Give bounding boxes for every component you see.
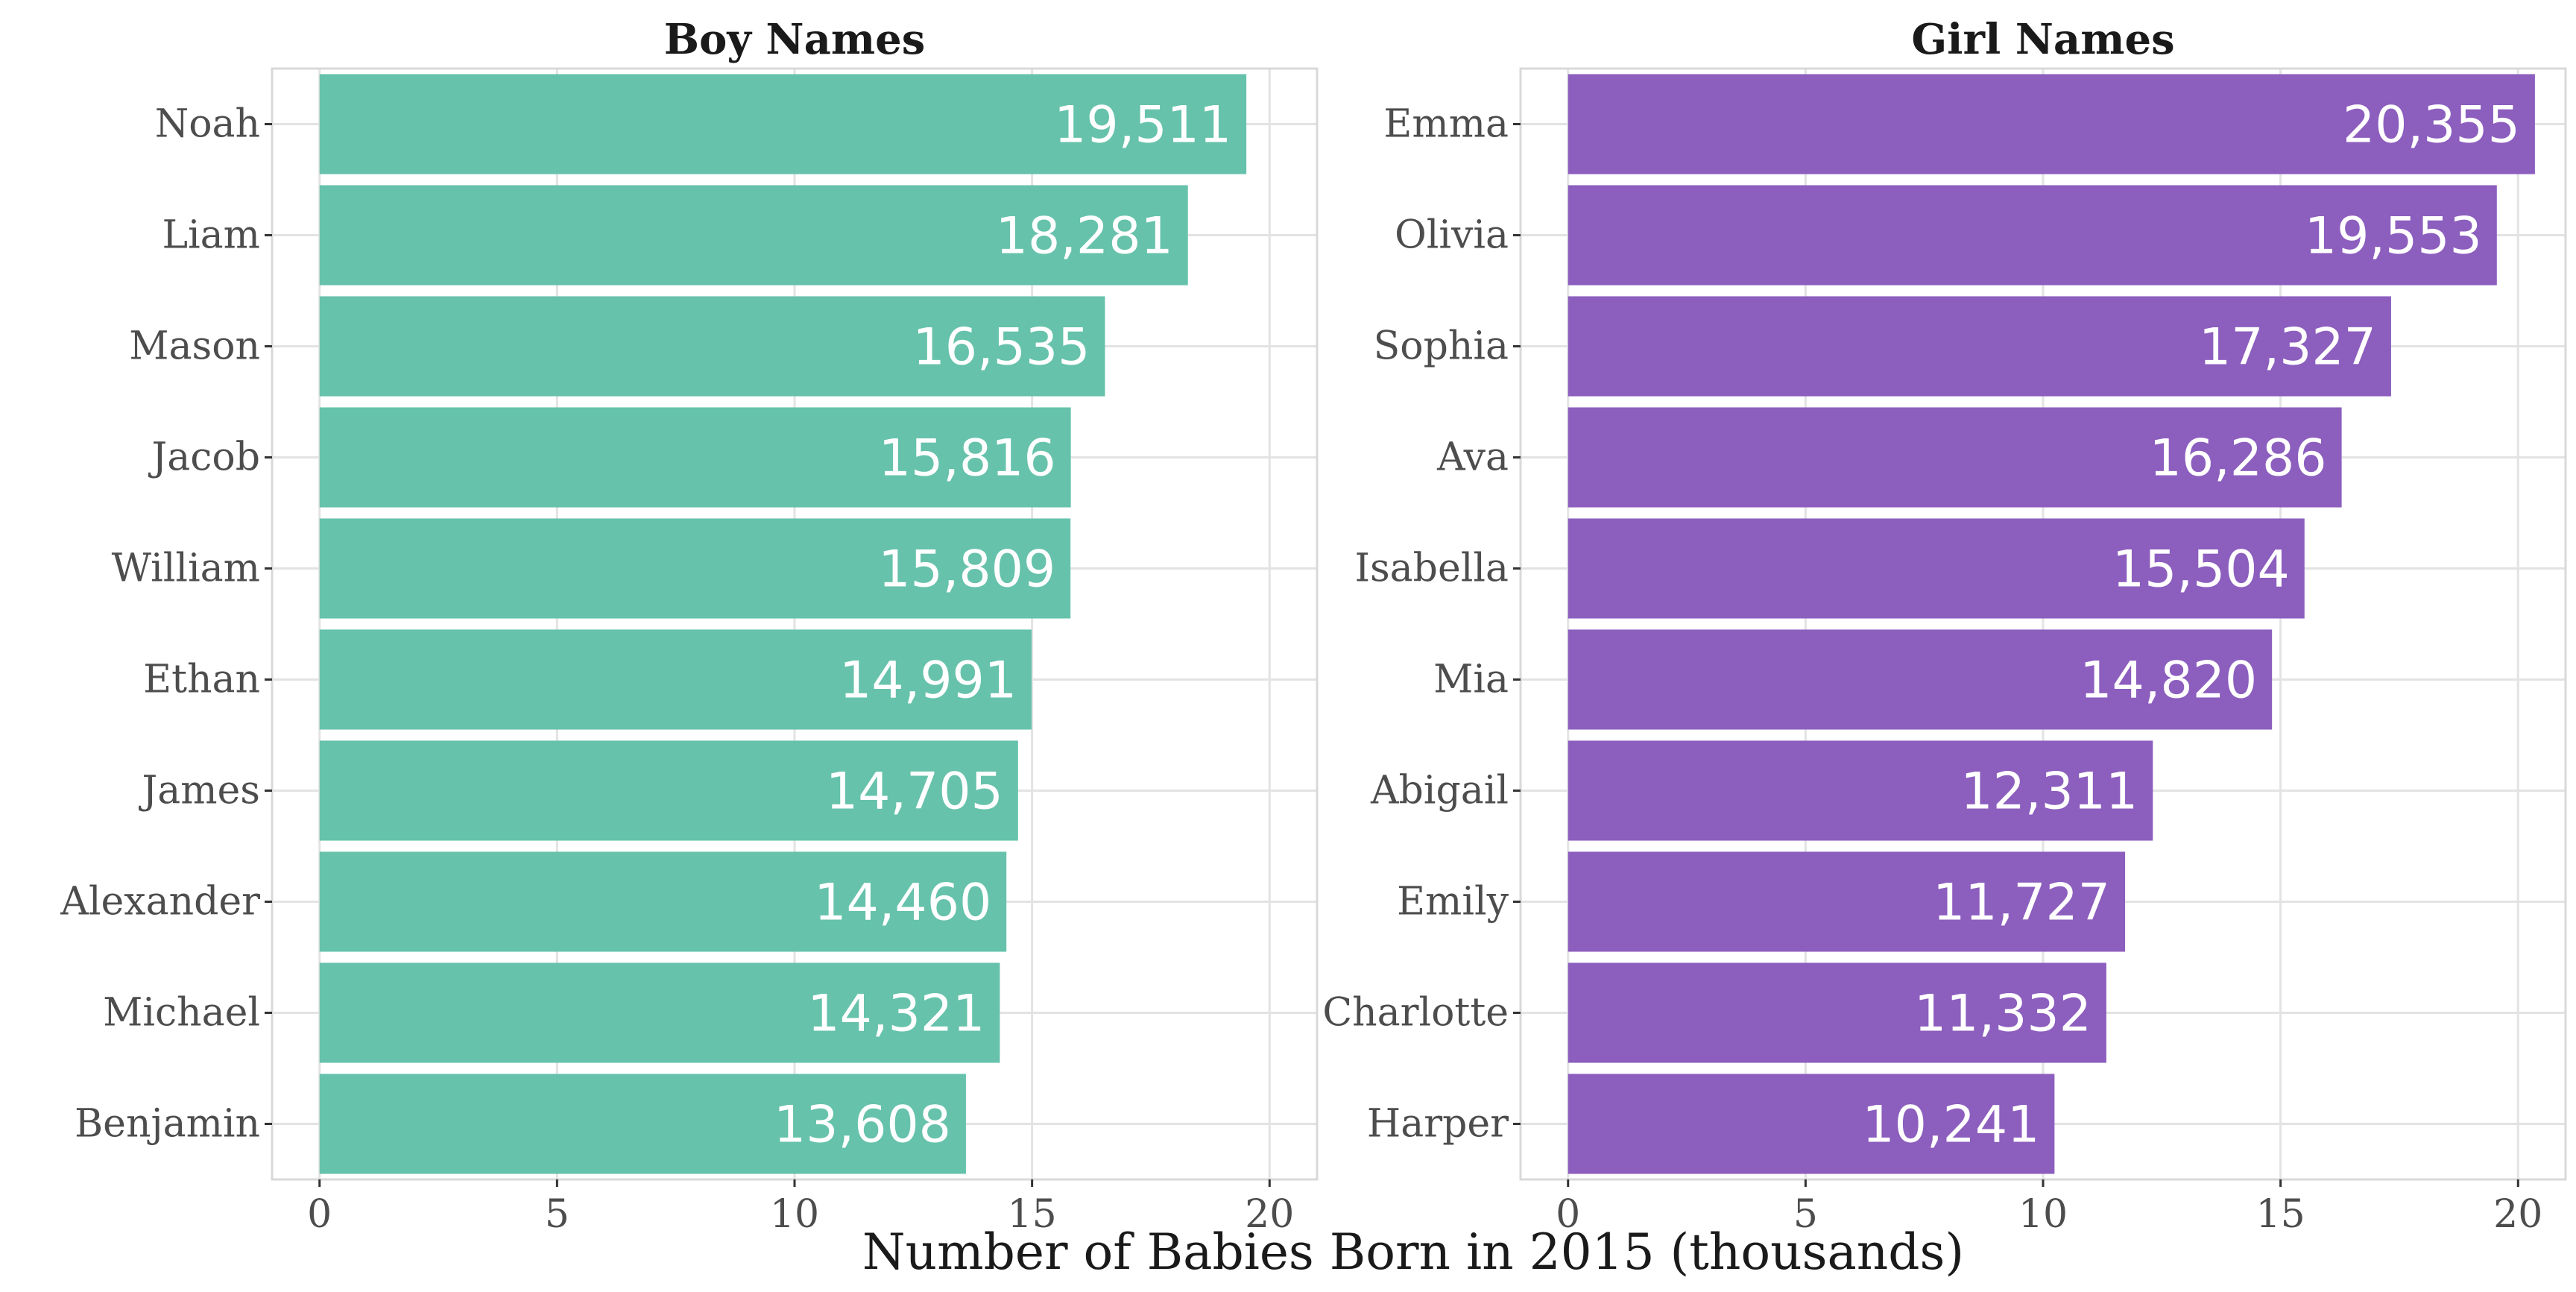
panel-title: Boy Names bbox=[664, 15, 926, 64]
bar-olivia bbox=[1568, 185, 2497, 286]
data-label: 11,727 bbox=[1933, 874, 2110, 933]
data-label: 15,504 bbox=[2112, 541, 2290, 599]
x-tick-label: 10 bbox=[770, 1192, 819, 1237]
x-tick-label: 20 bbox=[1245, 1192, 1294, 1237]
bar-james bbox=[319, 740, 1018, 841]
category-label: Michael bbox=[103, 991, 260, 1036]
category-label: Alexander bbox=[60, 880, 260, 924]
category-label: Benjamin bbox=[75, 1102, 260, 1147]
category-label: William bbox=[112, 546, 260, 591]
bar-abigail bbox=[1568, 740, 2153, 841]
category-label: Sophia bbox=[1374, 324, 1509, 369]
data-label: 14,321 bbox=[807, 985, 985, 1044]
data-label: 14,820 bbox=[2080, 652, 2257, 710]
bar-benjamin bbox=[319, 1074, 966, 1174]
category-label: Ava bbox=[1436, 435, 1509, 480]
data-label: 19,511 bbox=[1054, 96, 1231, 155]
x-tick-label: 5 bbox=[545, 1192, 569, 1237]
bar-alexander bbox=[319, 851, 1007, 952]
x-tick-label: 0 bbox=[1556, 1192, 1580, 1237]
data-label: 16,286 bbox=[2150, 429, 2327, 488]
data-label: 15,809 bbox=[878, 541, 1055, 599]
category-label: Noah bbox=[155, 102, 260, 147]
data-label: 13,608 bbox=[774, 1096, 951, 1155]
category-label: Emily bbox=[1397, 880, 1509, 924]
panel-1: 20,355 19,553 17,327 16,286 15,504 14,820 12,3… bbox=[1322, 15, 2567, 1237]
data-label: 19,553 bbox=[2305, 207, 2482, 266]
category-label: James bbox=[138, 769, 260, 813]
x-tick-label: 10 bbox=[2018, 1192, 2068, 1237]
category-label: Olivia bbox=[1395, 213, 1509, 258]
data-label: 14,991 bbox=[839, 652, 1017, 710]
category-label: Isabella bbox=[1354, 546, 1509, 591]
bar-jacob bbox=[319, 407, 1071, 508]
x-tick-label: 15 bbox=[1008, 1192, 1057, 1237]
data-label: 15,816 bbox=[879, 429, 1056, 488]
bar-charlotte bbox=[1568, 962, 2106, 1063]
category-label: Liam bbox=[162, 213, 260, 258]
panels-layer: 19,511 18,281 16,535 15,816 15,809 14,991 14,7… bbox=[60, 15, 2567, 1237]
bar-ethan bbox=[319, 629, 1032, 730]
bar-emma bbox=[1568, 74, 2535, 174]
category-label: Ethan bbox=[143, 658, 260, 702]
x-tick-label: 20 bbox=[2493, 1192, 2542, 1237]
x-tick-label: 0 bbox=[307, 1192, 332, 1237]
bar-sophia bbox=[1568, 296, 2391, 397]
category-label: Mason bbox=[129, 324, 260, 369]
bar-harper bbox=[1568, 1074, 2055, 1174]
bar-mason bbox=[319, 296, 1105, 397]
bar-michael bbox=[319, 962, 1000, 1063]
x-tick-label: 5 bbox=[1793, 1192, 1818, 1237]
category-label: Charlotte bbox=[1322, 991, 1509, 1036]
category-label: Jacob bbox=[148, 435, 260, 480]
bar-liam bbox=[319, 185, 1188, 286]
data-label: 18,281 bbox=[996, 207, 1173, 266]
data-label: 17,327 bbox=[2199, 318, 2376, 377]
category-label: Emma bbox=[1383, 102, 1509, 147]
bar-noah bbox=[319, 74, 1247, 174]
data-label: 10,241 bbox=[1862, 1096, 2039, 1155]
category-label: Mia bbox=[1433, 658, 1509, 702]
data-label: 20,355 bbox=[2343, 96, 2520, 155]
category-label: Abigail bbox=[1370, 769, 1509, 813]
data-label: 16,535 bbox=[913, 318, 1090, 377]
panel-title: Girl Names bbox=[1911, 15, 2174, 64]
bar-mia bbox=[1568, 629, 2273, 730]
x-tick-label: 15 bbox=[2256, 1192, 2305, 1237]
bar-isabella bbox=[1568, 518, 2305, 619]
data-label: 14,705 bbox=[826, 763, 1003, 822]
data-label: 14,460 bbox=[814, 874, 991, 933]
bar-ava bbox=[1568, 407, 2342, 508]
data-label: 11,332 bbox=[1914, 985, 2092, 1044]
bar-emily bbox=[1568, 851, 2126, 952]
data-label: 12,311 bbox=[1960, 763, 2138, 822]
panel-0: 19,511 18,281 16,535 15,816 15,809 14,991 14,7… bbox=[60, 15, 1319, 1237]
bar-william bbox=[319, 518, 1071, 619]
x-axis-title: Number of Babies Born in 2015 (thousands… bbox=[862, 1223, 1964, 1281]
category-label: Harper bbox=[1367, 1102, 1509, 1147]
